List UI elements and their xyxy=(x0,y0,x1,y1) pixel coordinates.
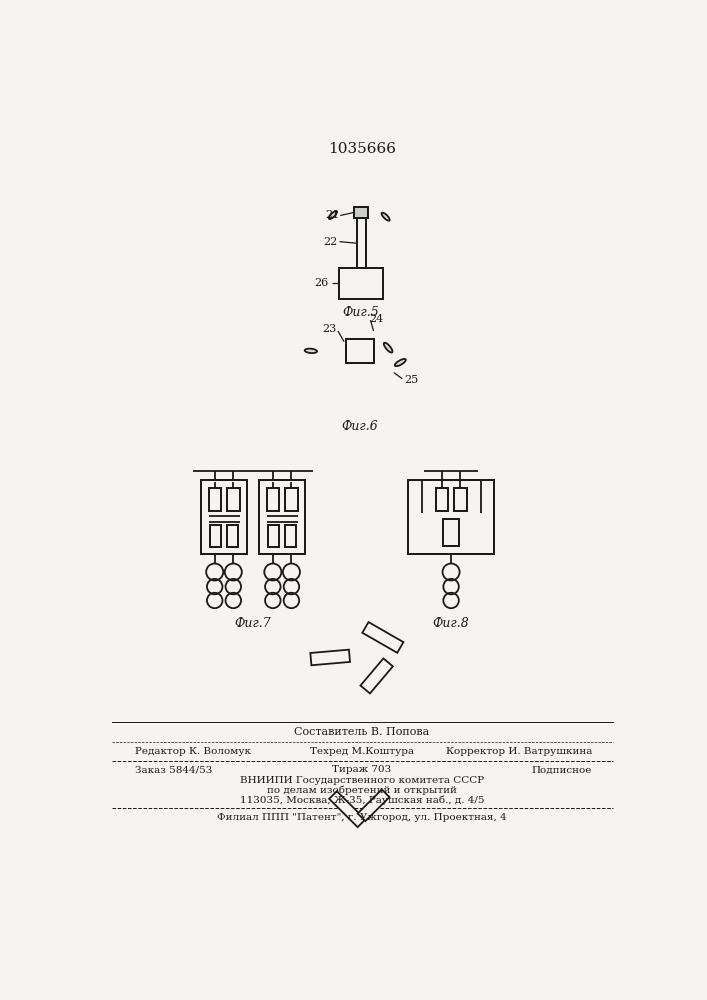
Bar xyxy=(339,268,383,299)
Text: Филиал ППП "Патент", г. Ужгород, ул. Проектная, 4: Филиал ППП "Патент", г. Ужгород, ул. Про… xyxy=(217,813,507,822)
Bar xyxy=(443,519,459,546)
Text: 23: 23 xyxy=(322,324,337,334)
Bar xyxy=(209,488,221,511)
Polygon shape xyxy=(361,658,393,693)
Text: 26: 26 xyxy=(315,278,329,288)
Bar xyxy=(201,480,247,554)
Bar xyxy=(409,480,493,554)
Bar xyxy=(354,207,368,218)
Text: Заказ 5844/53: Заказ 5844/53 xyxy=(135,765,212,774)
Text: Составитель В. Попова: Составитель В. Попова xyxy=(294,727,430,737)
Polygon shape xyxy=(362,622,404,653)
Text: 21: 21 xyxy=(325,210,339,220)
Bar xyxy=(285,525,296,547)
Bar xyxy=(454,488,467,511)
Bar xyxy=(356,218,366,268)
Bar xyxy=(267,488,279,511)
Bar xyxy=(436,488,448,511)
Bar xyxy=(339,268,383,299)
Polygon shape xyxy=(329,791,366,827)
Bar xyxy=(259,480,305,554)
Text: Редактор К. Воломук: Редактор К. Воломук xyxy=(135,747,251,756)
Bar xyxy=(454,488,467,511)
Bar xyxy=(227,488,240,511)
Ellipse shape xyxy=(305,349,317,353)
Bar xyxy=(409,480,493,554)
Text: Фиг.5: Фиг.5 xyxy=(343,306,380,319)
Text: 24: 24 xyxy=(369,314,383,324)
Bar xyxy=(356,218,366,268)
Bar xyxy=(227,488,240,511)
Text: 25: 25 xyxy=(404,375,419,385)
Ellipse shape xyxy=(384,343,392,353)
Bar xyxy=(436,488,448,511)
Bar xyxy=(285,488,298,511)
Bar xyxy=(267,488,279,511)
Ellipse shape xyxy=(382,213,390,221)
Text: 113035, Москва, Ж-35, Раушская наб., д. 4/5: 113035, Москва, Ж-35, Раушская наб., д. … xyxy=(240,796,484,805)
Text: Техред М.Коштура: Техред М.Коштура xyxy=(310,747,414,756)
Bar xyxy=(346,339,373,363)
Bar xyxy=(354,207,368,218)
Bar xyxy=(259,480,305,554)
Bar xyxy=(285,488,298,511)
Polygon shape xyxy=(358,790,390,821)
Bar xyxy=(443,519,459,546)
Text: по делам изобретений и открытий: по делам изобретений и открытий xyxy=(267,786,457,795)
Ellipse shape xyxy=(395,359,406,366)
Bar xyxy=(227,525,238,547)
Ellipse shape xyxy=(329,211,337,219)
Bar xyxy=(268,525,279,547)
Text: Корректор И. Ватрушкина: Корректор И. Ватрушкина xyxy=(445,747,592,756)
Text: Подписное: Подписное xyxy=(532,765,592,774)
Bar xyxy=(285,525,296,547)
Text: Фиг.6: Фиг.6 xyxy=(341,420,378,433)
Text: Фиг.7: Фиг.7 xyxy=(234,617,271,630)
Text: ВНИИПИ Государственного комитета СССР: ВНИИПИ Государственного комитета СССР xyxy=(240,776,484,785)
Text: 1035666: 1035666 xyxy=(328,142,396,156)
Polygon shape xyxy=(310,650,350,665)
Bar xyxy=(268,525,279,547)
Bar xyxy=(210,525,221,547)
Text: 22: 22 xyxy=(324,237,338,247)
Bar xyxy=(346,339,373,363)
Bar xyxy=(201,480,247,554)
Bar xyxy=(227,525,238,547)
Text: Тираж 703: Тираж 703 xyxy=(332,765,392,774)
Bar xyxy=(209,488,221,511)
Text: Фиг.8: Фиг.8 xyxy=(433,617,469,630)
Bar xyxy=(210,525,221,547)
